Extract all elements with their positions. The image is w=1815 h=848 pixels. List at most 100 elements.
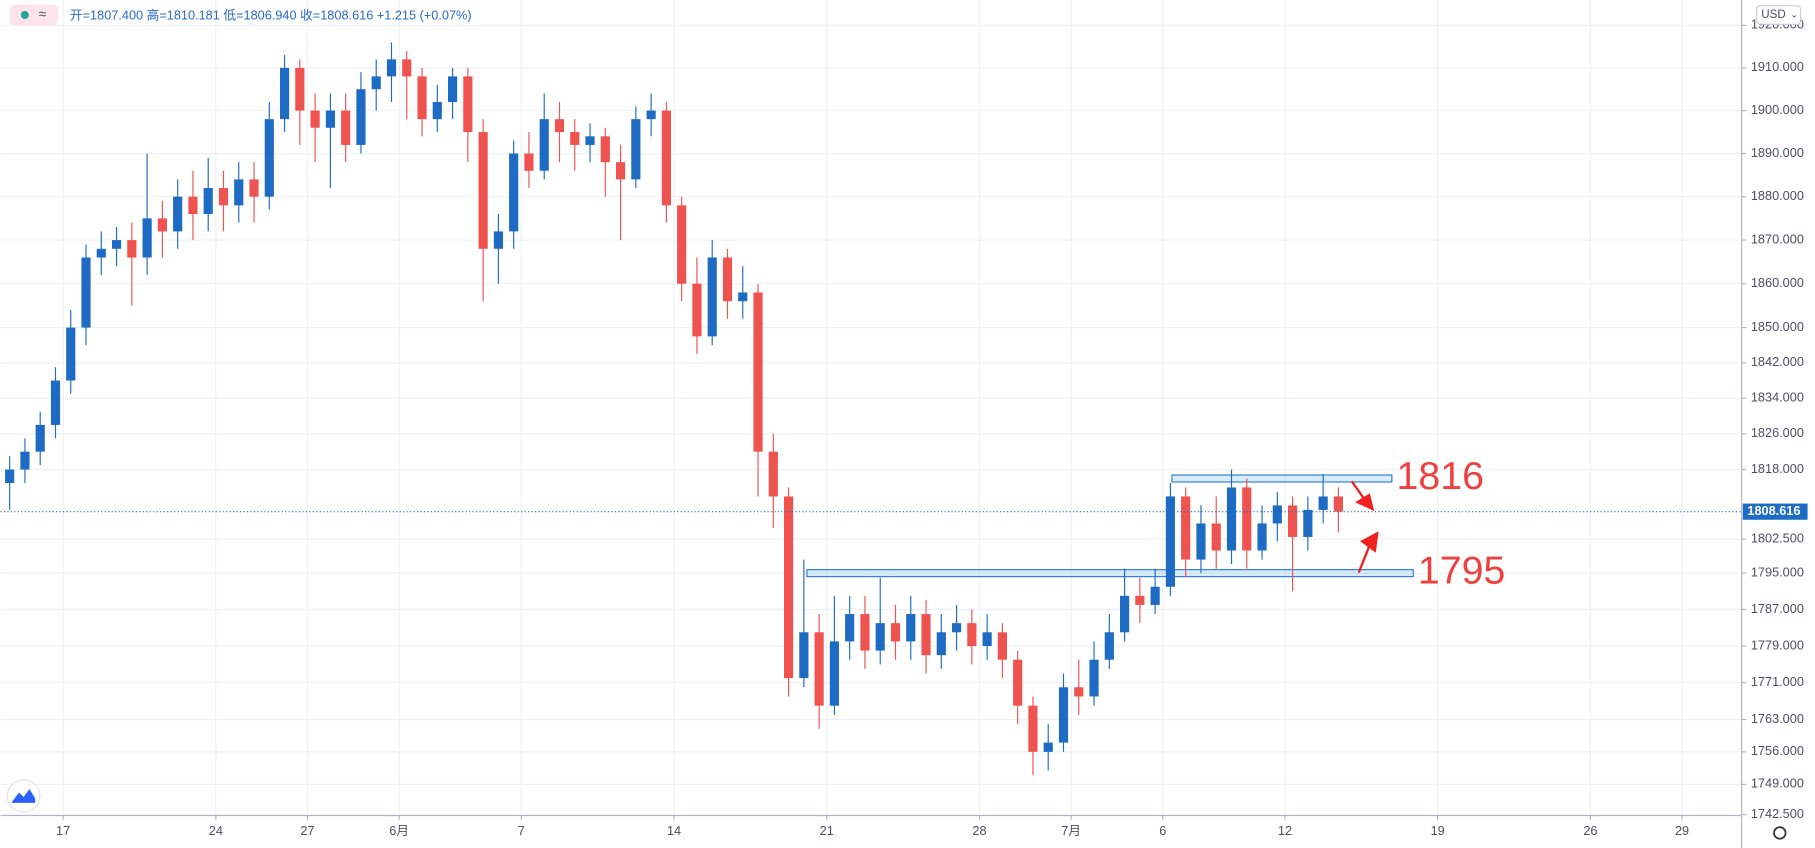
candle-body [96, 248, 106, 258]
candle-body [20, 451, 30, 470]
candle-body [295, 67, 305, 111]
candle-body [753, 292, 763, 452]
candle-body [478, 132, 488, 249]
zones [806, 474, 1414, 578]
y-tick-label: 1900.000 [1751, 102, 1804, 117]
x-tick-label: 7月 [1061, 823, 1081, 838]
candle-body [921, 614, 931, 656]
candle-body [463, 76, 473, 133]
candle-body [1150, 586, 1160, 605]
candle-body [1104, 632, 1114, 660]
status-badge[interactable] [9, 4, 59, 26]
candle-body [1043, 742, 1053, 752]
settings-icon[interactable] [1773, 826, 1787, 840]
candle-body [524, 153, 534, 171]
candle-body [173, 196, 183, 232]
candle-body [1058, 687, 1069, 743]
candle-body [722, 257, 733, 302]
y-tick-label: 1842.000 [1751, 354, 1804, 369]
x-tick-label: 19 [1431, 823, 1445, 838]
candle-body [936, 632, 946, 656]
candle-body [310, 110, 320, 128]
currency-button[interactable] [1756, 5, 1802, 25]
candle-body [738, 292, 748, 302]
currency-label: USD [1761, 9, 1785, 21]
candle-body [1318, 496, 1328, 510]
candle-body [631, 119, 641, 180]
level-label: 1795 [1418, 549, 1506, 593]
x-tick-label: 21 [820, 823, 834, 838]
candle-body [1226, 487, 1237, 551]
candle-body [661, 110, 671, 206]
x-tick-label: 12 [1278, 823, 1292, 838]
x-tick-label: 7 [518, 823, 525, 838]
x-tick-label: 26 [1583, 823, 1597, 838]
x-tick-label: 6月 [389, 823, 409, 838]
candle-body [1303, 509, 1313, 537]
candle-body [814, 632, 824, 706]
candle-body [570, 132, 580, 145]
candle-body [554, 119, 565, 133]
candle-body [203, 188, 213, 215]
candle-body [371, 76, 381, 90]
last-price-box [1742, 503, 1808, 520]
logo[interactable] [6, 779, 41, 813]
y-tick-label: 1795.000 [1751, 565, 1804, 580]
candle-body [1028, 705, 1038, 752]
candle-body [1242, 487, 1252, 551]
y-tick-label: 1890.000 [1751, 145, 1804, 160]
status-dot [20, 10, 29, 20]
candle-body [615, 162, 626, 180]
candle-body [1257, 523, 1267, 551]
y-tick-label: 1870.000 [1751, 231, 1804, 246]
candle-body [325, 110, 335, 128]
candle-body [234, 179, 244, 206]
x-tick-label: 24 [209, 823, 223, 838]
currency-caret: ⌄ [1790, 9, 1798, 19]
candle-body [1120, 595, 1130, 633]
x-tick-label: 29 [1675, 823, 1689, 838]
candle-body [157, 218, 167, 232]
candle-body [1196, 523, 1206, 560]
x-tick-label: 27 [300, 823, 314, 838]
candle-body [249, 179, 259, 197]
x-tick-label: 28 [972, 823, 986, 838]
grid [0, 0, 1742, 816]
x-tick-label: 6 [1159, 823, 1166, 838]
candle-body [386, 59, 397, 77]
candle-body [829, 641, 839, 706]
y-tick-label: 1818.000 [1751, 461, 1804, 476]
candle-body [784, 496, 794, 679]
candle-body [66, 327, 76, 381]
candle-body [707, 257, 717, 337]
candle-body [1333, 496, 1343, 512]
ohlc-header: 开=1807.400 高=1810.181 低=1806.940 收=1808.… [70, 8, 472, 23]
candle-body [432, 102, 442, 120]
candle-body [279, 67, 290, 120]
candle-body [1211, 523, 1221, 551]
y-tick-label: 1826.000 [1751, 425, 1804, 440]
candle-body [982, 632, 992, 646]
candle-body [539, 119, 549, 171]
arrow-up [1357, 531, 1379, 574]
candle-body [1013, 659, 1023, 706]
candle-body [1074, 687, 1084, 697]
logo-mark [12, 788, 36, 803]
candle-body [845, 614, 855, 642]
candle-body [1272, 505, 1282, 524]
y-tick-label: 1850.000 [1751, 319, 1804, 334]
candle-body [1165, 496, 1175, 587]
x-tick-label: 14 [667, 823, 681, 838]
candle-body [142, 218, 152, 258]
candle-body [417, 76, 427, 120]
candle-body [218, 188, 229, 206]
candle-body [447, 76, 458, 103]
candle-body [952, 623, 962, 633]
candle-body [341, 110, 351, 145]
candle-body [677, 205, 687, 284]
candle-body [402, 59, 412, 77]
candle-body [5, 469, 15, 483]
